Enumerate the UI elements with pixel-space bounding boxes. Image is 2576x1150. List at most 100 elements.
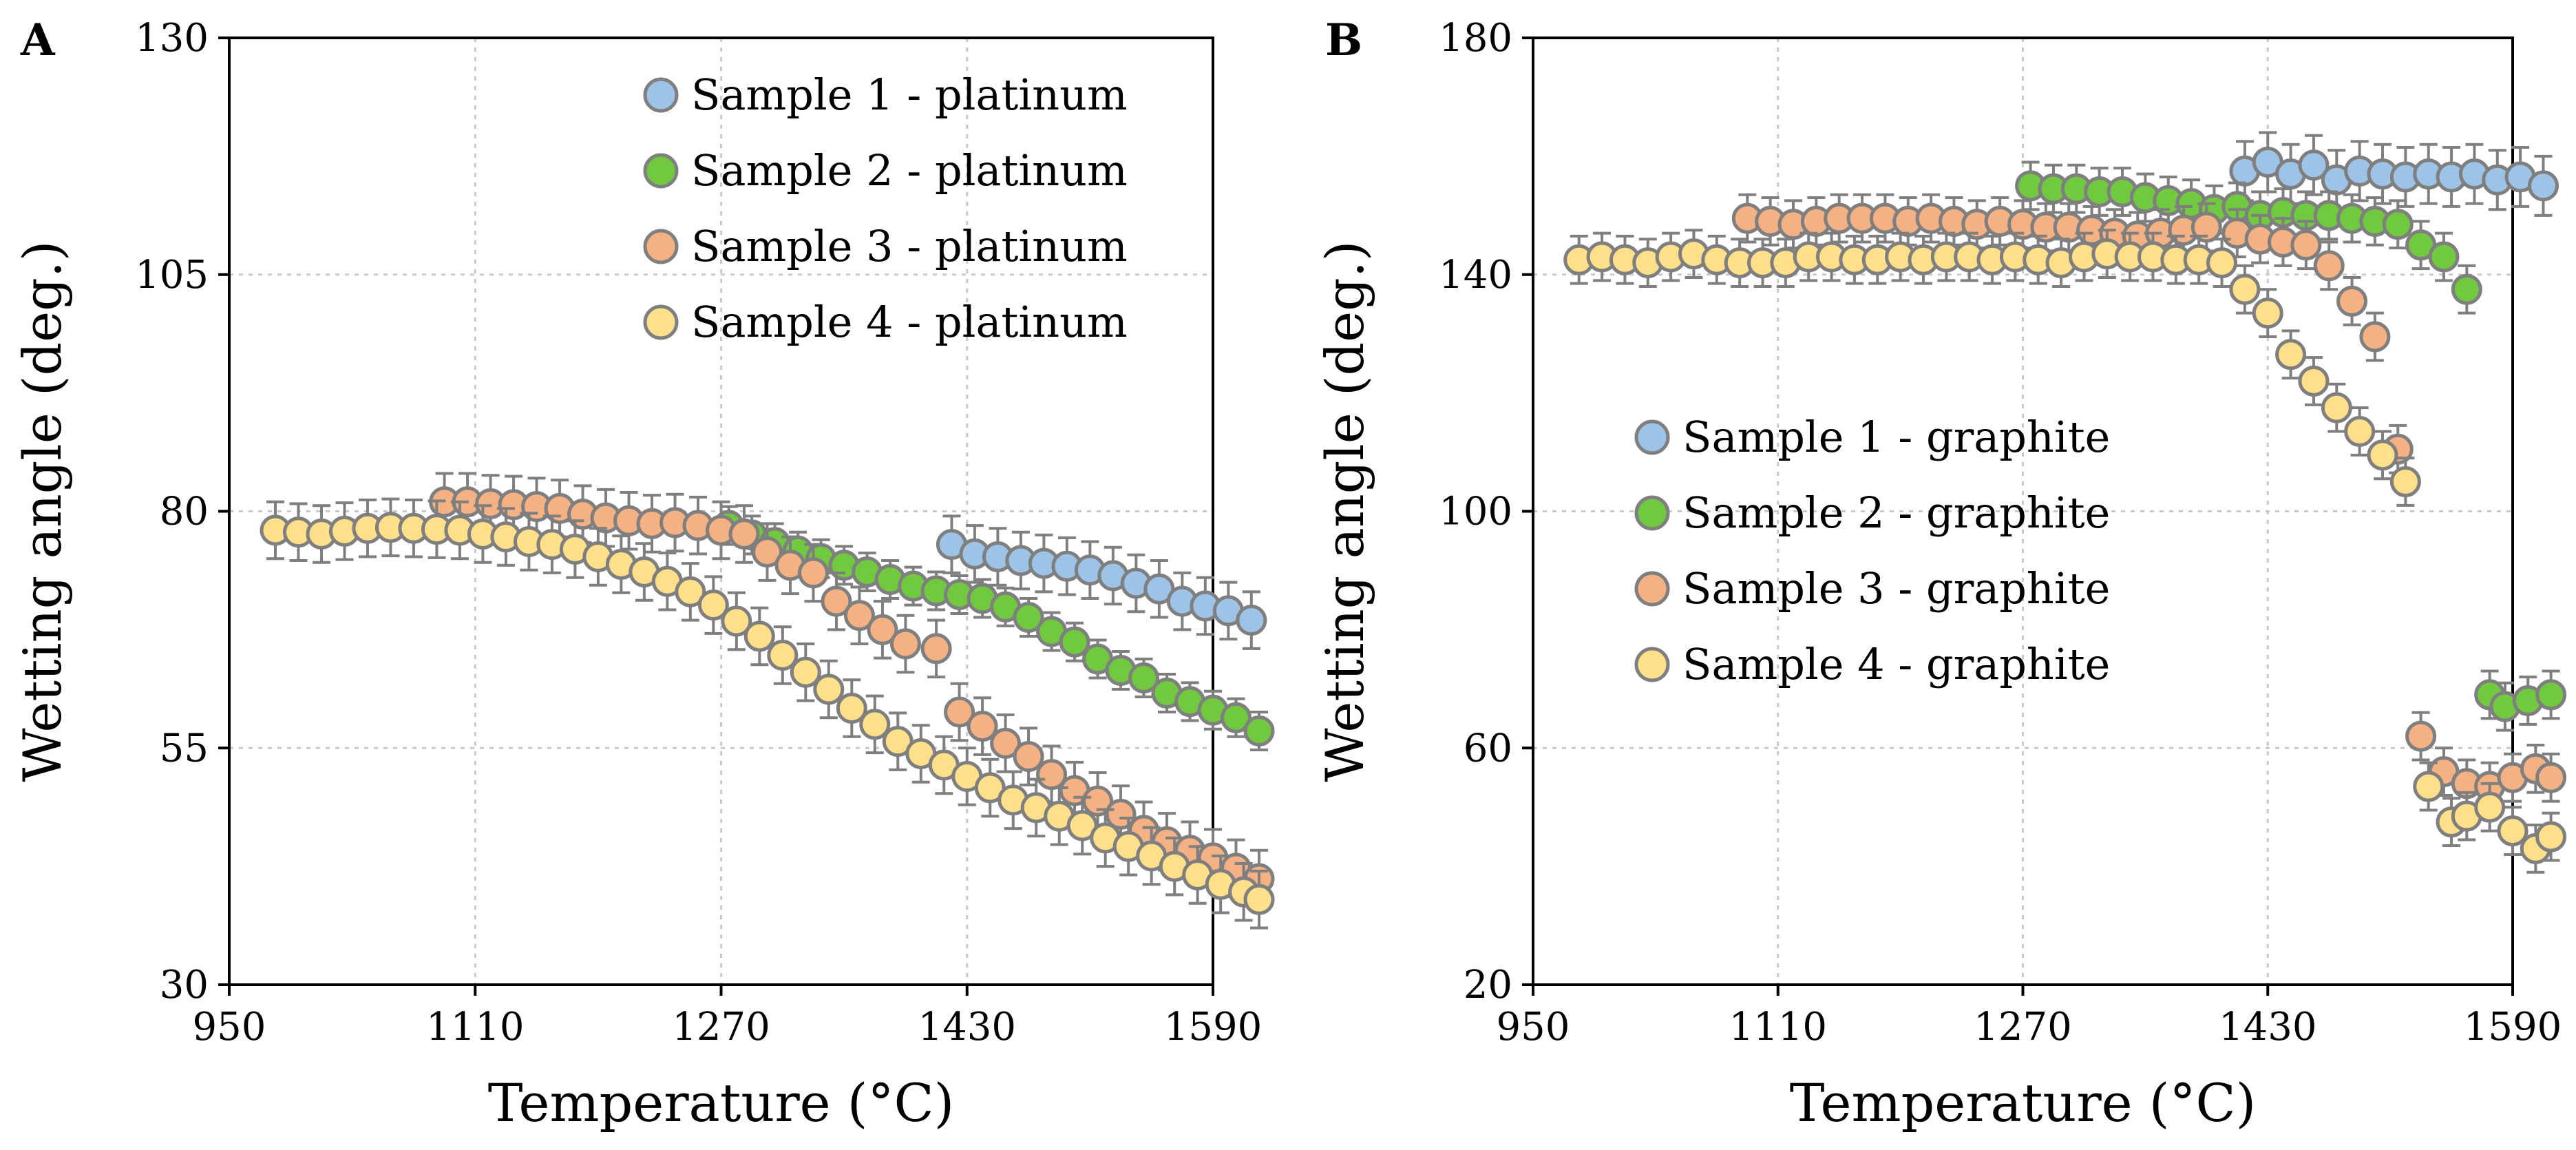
legend-label: Sample 2 - platinum: [691, 145, 1128, 196]
x-tick-label: 1270: [672, 1005, 770, 1049]
data-point: [2497, 815, 2529, 847]
data-point: [2290, 229, 2322, 261]
data-point: [790, 656, 821, 688]
y-axis-title: Wetting angle (deg.): [12, 240, 73, 782]
data-point: [813, 673, 845, 705]
x-tick-label: 1430: [918, 1005, 1016, 1049]
data-point: [2336, 285, 2368, 317]
legend-label: Sample 1 - platinum: [691, 70, 1128, 120]
data-point: [821, 585, 852, 617]
panel-letter: A: [20, 14, 56, 66]
data-point: [1243, 884, 1275, 915]
data-point: [1236, 605, 1267, 636]
data-point: [2535, 762, 2567, 793]
legend-marker: [1634, 495, 1670, 531]
x-tick-label: 950: [193, 1005, 266, 1049]
data-point: [1220, 702, 1252, 733]
legend-label: Sample 4 - graphite: [1682, 639, 2110, 689]
legend-label: Sample 3 - platinum: [691, 221, 1128, 271]
y-tick-label: 100: [1439, 490, 1512, 534]
data-point: [2535, 679, 2567, 711]
data-point: [967, 711, 998, 742]
data-point: [2428, 241, 2460, 273]
data-point: [859, 709, 891, 740]
data-point: [2321, 392, 2352, 424]
data-point: [920, 633, 952, 665]
data-point: [1243, 715, 1275, 746]
data-point: [836, 693, 867, 724]
data-point: [2298, 365, 2330, 397]
data-point: [2389, 466, 2421, 498]
legend: Sample 1 - platinum Sample 2 - platinum Sa…: [643, 70, 1128, 347]
legend-label: Sample 4 - platinum: [691, 297, 1128, 347]
y-tick-label: 20: [1464, 963, 1512, 1007]
data-point: [990, 727, 1022, 759]
x-tick-label: 1270: [1974, 1005, 2072, 1049]
legend-marker: [643, 153, 679, 189]
legend-marker: [1634, 419, 1670, 455]
y-tick-label: 60: [1464, 726, 1512, 771]
y-tick-label: 80: [160, 490, 209, 534]
data-point: [1128, 662, 1160, 693]
data-point: [889, 628, 921, 660]
data-point: [2527, 170, 2559, 202]
data-point: [2359, 321, 2391, 353]
data-point: [721, 605, 752, 637]
data-point: [2252, 297, 2283, 329]
x-tick-label: 1110: [426, 1005, 525, 1049]
x-axis-title: Temperature (°C): [1790, 1072, 2257, 1133]
series-1: [936, 514, 1267, 650]
data-point: [2382, 209, 2414, 240]
y-tick-label: 55: [160, 726, 209, 771]
panel-a: 950 1110 1270 1430 1590 30 55 80 105 130 Temperatu…: [12, 14, 1275, 1133]
legend-marker: [643, 229, 679, 264]
data-point: [767, 640, 799, 671]
data-point: [2413, 771, 2445, 802]
data-point: [751, 536, 783, 568]
data-point: [2451, 273, 2482, 305]
legend-marker: [1634, 571, 1670, 607]
legend-label: Sample 2 - graphite: [1682, 488, 2110, 538]
data-point: [2229, 273, 2261, 305]
legend-marker: [1634, 647, 1670, 682]
data-point: [2298, 149, 2330, 181]
y-tick-label: 105: [135, 253, 209, 297]
data-point: [2535, 821, 2567, 853]
legend-label: Sample 1 - graphite: [1682, 412, 2110, 462]
data-point: [2313, 250, 2345, 282]
data-point: [2474, 791, 2506, 823]
y-tick-label: 180: [1439, 16, 1512, 61]
legend-marker: [643, 304, 679, 340]
legend-label: Sample 3 - graphite: [1682, 563, 2110, 614]
data-point: [1013, 602, 1044, 633]
data-point: [697, 589, 729, 621]
data-point: [2405, 720, 2437, 752]
x-tick-label: 1430: [2219, 1005, 2317, 1049]
y-axis-title: Wetting angle (deg.): [1314, 240, 1375, 782]
data-point: [1013, 741, 1044, 773]
x-axis-title: Temperature (°C): [488, 1072, 955, 1133]
data-point: [1082, 785, 1114, 817]
data-point: [675, 576, 706, 607]
y-tick-label: 130: [135, 16, 209, 61]
x-tick-label: 950: [1497, 1005, 1570, 1049]
data-point: [797, 557, 829, 589]
panel-b: 950 1110 1270 1430 1590 20 60 100 140 180 Temperat…: [1314, 14, 2567, 1133]
x-tick-label: 1590: [1164, 1005, 1263, 1049]
data-point: [2275, 339, 2307, 370]
legend: Sample 1 - graphite Sample 2 - graphite Sa…: [1634, 412, 2110, 689]
y-tick-label: 140: [1439, 253, 1512, 297]
data-point: [1059, 626, 1090, 658]
data-point: [2367, 439, 2398, 471]
data-point: [843, 600, 875, 631]
x-tick-label: 1590: [2464, 1005, 2562, 1049]
series-4: [260, 497, 1275, 930]
y-tick-label: 30: [160, 963, 209, 1007]
panel-letter: B: [1325, 14, 1362, 66]
data-point: [867, 614, 898, 645]
data-point: [743, 620, 775, 652]
x-tick-label: 1110: [1729, 1005, 1827, 1049]
data-point: [2344, 415, 2376, 447]
data-point: [2190, 211, 2222, 243]
